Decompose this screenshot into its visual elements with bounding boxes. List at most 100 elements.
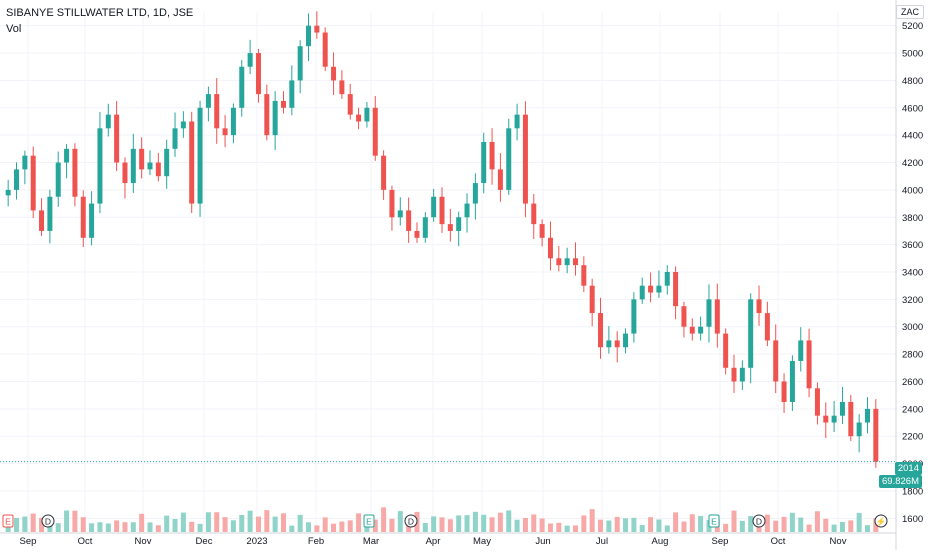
volume-bar: [222, 517, 228, 532]
candle-body: [114, 114, 120, 163]
volume-bar: [572, 525, 578, 532]
volume-bar: [739, 520, 745, 532]
volume-bar: [831, 524, 837, 532]
volume-bar: [656, 519, 662, 532]
candle-body: [581, 265, 587, 286]
volume-bar: [447, 519, 453, 532]
last-price-tag: 2014: [894, 462, 922, 475]
volume-bar: [598, 519, 604, 532]
volume-bar: [698, 515, 704, 532]
volume-bar: [748, 516, 754, 532]
y-tick-label: 2200: [902, 432, 923, 443]
x-tick-label: May: [473, 536, 491, 547]
grid-lines: [0, 12, 896, 532]
candle-body: [347, 94, 353, 115]
volume-bar: [205, 512, 211, 532]
volume-bar: [97, 522, 103, 532]
x-tick-label: Aug: [652, 536, 669, 547]
volume-bar: [155, 525, 161, 532]
candle-body: [814, 388, 820, 416]
volume-bar: [873, 518, 879, 532]
candle-body: [798, 340, 804, 361]
candle-body: [856, 422, 862, 437]
candle-body: [306, 25, 312, 47]
candle-body: [706, 299, 712, 327]
y-tick-label: 2600: [902, 377, 923, 388]
volume-bar: [531, 514, 537, 532]
y-tick-label: 4600: [902, 103, 923, 114]
candle-body: [122, 162, 128, 184]
volume-legend-label: Vol: [6, 23, 22, 35]
volume-bar: [322, 517, 328, 532]
volume-bar: [606, 520, 612, 532]
candle-body: [139, 148, 145, 170]
candle-body: [197, 107, 203, 204]
candle-body: [531, 203, 537, 225]
volume-bar: [639, 525, 645, 532]
candle-body: [648, 285, 654, 293]
volume-bar: [839, 522, 845, 532]
candle-body: [289, 80, 295, 108]
candle-body: [789, 360, 795, 402]
volume-bar: [122, 522, 128, 532]
y-tick-label: 3600: [902, 240, 923, 251]
volume-bar: [180, 512, 186, 532]
y-tick-label: 2800: [902, 350, 923, 361]
volume-bar: [731, 510, 737, 532]
candle-body: [522, 114, 528, 204]
volume-bar: [172, 518, 178, 532]
volume-bar: [14, 517, 20, 532]
candlesticks: [5, 11, 879, 468]
volume-bar: [5, 524, 11, 532]
y-tick-label: 5200: [902, 21, 923, 32]
volume-bar: [481, 514, 487, 532]
candle-body: [698, 326, 704, 334]
event-marker-label: D: [408, 516, 414, 526]
event-markers: E D E D E D ⚡: [2, 514, 888, 528]
candle-body: [155, 162, 161, 177]
candle-body: [280, 100, 286, 108]
candle-body: [472, 183, 478, 204]
x-tick-label: Feb: [308, 536, 324, 547]
volume-bar: [522, 517, 528, 532]
candle-body: [497, 169, 503, 190]
volume-bar: [539, 518, 545, 532]
volume-bar: [247, 510, 253, 532]
last-volume-tag: 69.826M: [879, 475, 922, 488]
candle-body: [89, 203, 95, 238]
dividend-marker: [41, 514, 55, 528]
candle-body: [606, 340, 612, 348]
x-tick-label: Oct: [78, 536, 93, 547]
candle-body: [314, 25, 320, 33]
x-tick-label: Dec: [196, 536, 213, 547]
volume-bar: [439, 517, 445, 532]
volume-bar: [280, 513, 286, 532]
volume-bar: [547, 523, 553, 532]
candle-body: [773, 340, 779, 382]
candle-body: [72, 148, 78, 197]
volume-bar: [372, 519, 378, 532]
volume-bar: [723, 523, 729, 532]
y-tick-label: 3200: [902, 295, 923, 306]
volume-bar: [72, 510, 78, 532]
candle-body: [247, 53, 253, 67]
earnings-marker: [363, 514, 375, 528]
event-marker-label: D: [45, 516, 51, 526]
volume-bar: [664, 525, 670, 532]
candle-body: [506, 128, 512, 190]
candle-body: [406, 210, 412, 231]
volume-bar: [464, 515, 470, 532]
candle-body: [639, 285, 645, 300]
x-tick-label: Nov: [830, 536, 847, 547]
volume-bar: [30, 513, 36, 532]
currency-label[interactable]: ZAC: [896, 5, 924, 19]
candle-body: [848, 402, 854, 437]
candle-body: [189, 121, 195, 204]
candle-body: [130, 148, 136, 184]
volume-bar: [472, 511, 478, 532]
candle-body: [381, 155, 387, 190]
volume-bar: [589, 509, 595, 532]
volume-bar: [22, 516, 28, 532]
